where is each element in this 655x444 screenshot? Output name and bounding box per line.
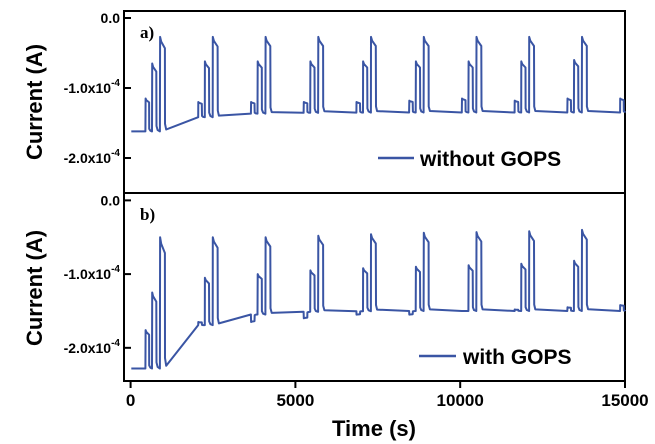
y-tick-label-b: 0.0	[101, 192, 121, 208]
y-tick-exponent: -4	[111, 338, 120, 349]
x-tick-label: 10000	[437, 391, 484, 410]
series-line-without-gops	[131, 35, 626, 133]
y-tick-label-b: -2.0x10-4	[64, 338, 121, 356]
panel-a: 0.0-1.0x10-4-2.0x10-4 a) without GOPS	[64, 10, 626, 194]
y-tick-mantissa: -2.0x10	[64, 150, 112, 166]
y-tick-mantissa: -1.0x10	[64, 80, 112, 96]
panel-b-x-ticks: 0 5000 10000 15000	[126, 381, 649, 410]
y-axis-label-b: Current (A)	[22, 230, 47, 346]
y-tick-mantissa: 0.0	[101, 10, 121, 26]
legend-label-without-gops: without GOPS	[419, 148, 561, 171]
x-tick-label: 5000	[276, 391, 314, 410]
panel-b-frame	[123, 192, 626, 382]
panel-b: 0.0-1.0x10-4-2.0x10-4 0 5000 10000 15000 b)…	[64, 192, 649, 410]
y-tick-label-b: -1.0x10-4	[64, 264, 121, 282]
y-tick-exponent: -4	[111, 148, 120, 159]
y-tick-mantissa: -2.0x10	[64, 340, 112, 356]
x-axis-label: Time (s)	[332, 416, 416, 441]
y-tick-label-a: 0.0	[101, 10, 121, 26]
y-tick-exponent: -4	[111, 78, 120, 89]
panel-b-y-ticks: 0.0-1.0x10-4-2.0x10-4	[64, 192, 131, 356]
legend-label-with-gops: with GOPS	[462, 346, 572, 369]
panel-a-y-ticks: 0.0-1.0x10-4-2.0x10-4	[64, 10, 131, 166]
x-tick-label: 15000	[601, 391, 648, 410]
y-axis-label-a: Current (A)	[22, 44, 47, 160]
series-line-with-gops	[131, 228, 626, 370]
y-tick-exponent: -4	[111, 264, 120, 275]
x-tick-label: 0	[126, 391, 135, 410]
y-tick-label-a: -1.0x10-4	[64, 78, 121, 96]
panel-b-label: b)	[140, 205, 155, 224]
y-tick-mantissa: -1.0x10	[64, 266, 112, 282]
y-tick-label-a: -2.0x10-4	[64, 148, 121, 166]
panel-a-label: a)	[140, 23, 154, 42]
y-tick-mantissa: 0.0	[101, 192, 121, 208]
